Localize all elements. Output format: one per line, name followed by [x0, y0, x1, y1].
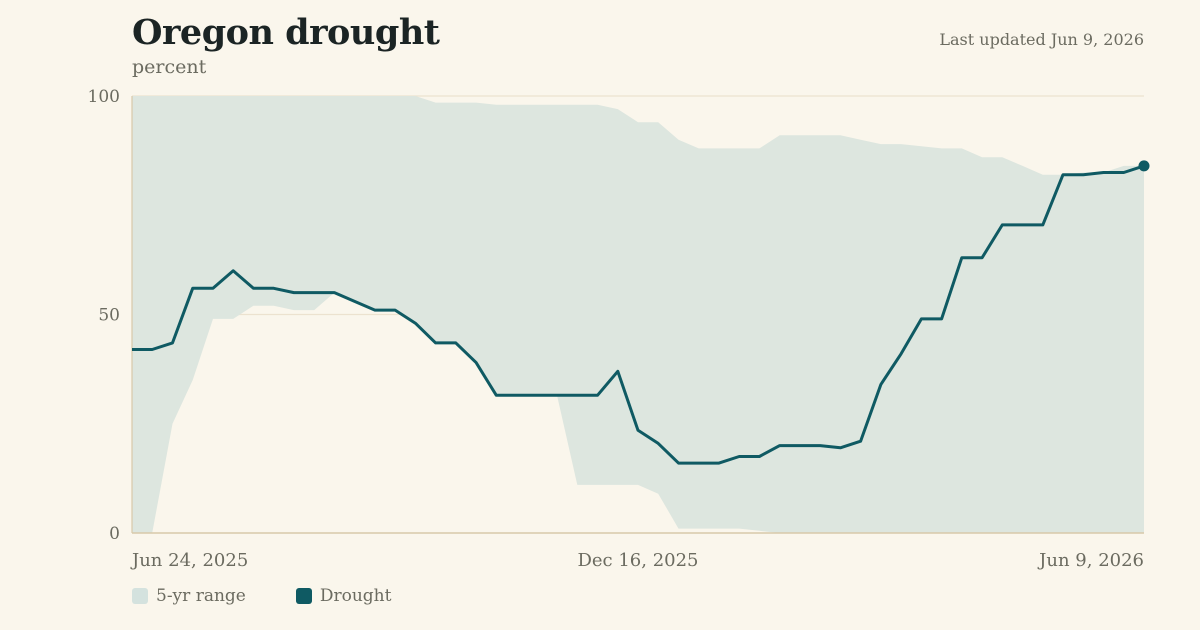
last-updated-label: Last updated Jun 9, 2026: [939, 30, 1144, 49]
legend-item-drought: Drought: [295, 586, 392, 606]
chart-subtitle: percent: [132, 56, 207, 78]
y-tick-label: 50: [98, 306, 120, 326]
legend-drought-label: Drought: [319, 586, 392, 606]
x-tick-label: Jun 9, 2026: [1037, 550, 1144, 571]
x-tick-label: Dec 16, 2025: [577, 550, 698, 571]
chart-title: Oregon drought: [132, 12, 440, 53]
drought-swatch-icon: [295, 588, 312, 604]
y-tick-label: 0: [109, 524, 120, 544]
legend-item-range: 5-yr range: [132, 586, 246, 606]
axis-layer: [131, 96, 1144, 534]
y-tick-label: 100: [88, 87, 120, 107]
x-tick-label: Jun 24, 2025: [130, 550, 248, 571]
five-year-range-area: [132, 96, 1144, 533]
legend-range-label: 5-yr range: [156, 586, 246, 606]
drought-series-line: [132, 164, 1145, 465]
latest-drought-point: [1138, 160, 1150, 172]
chart-legend: 5-yr range Drought: [132, 586, 391, 606]
range-swatch-icon: [132, 588, 148, 604]
tick-labels: 0 50 100 Jun 24, 2025 Dec 16, 2025 Jun 9, 202…: [88, 87, 1144, 571]
